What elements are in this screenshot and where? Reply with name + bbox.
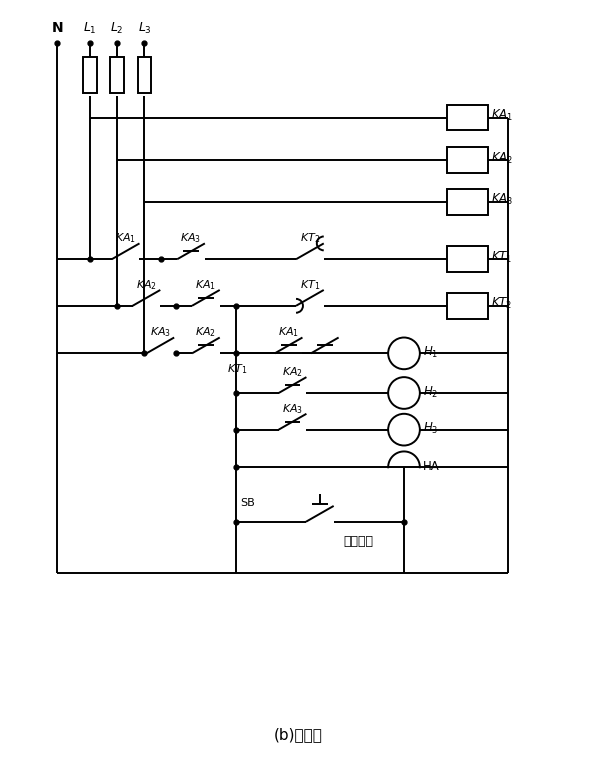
Text: $KA_1$: $KA_1$	[115, 231, 136, 245]
Text: $KA_1$: $KA_1$	[278, 325, 299, 339]
Text: $KT_1$: $KT_1$	[491, 250, 513, 265]
Text: $KT_1$: $KT_1$	[228, 362, 248, 376]
Bar	[110, 57, 123, 93]
Circle shape	[388, 338, 420, 369]
Circle shape	[388, 377, 420, 408]
Text: $H_3$: $H_3$	[423, 421, 438, 436]
Bar	[446, 105, 488, 130]
Text: $L_2$: $L_2$	[110, 21, 123, 36]
Text: $KT_1$: $KT_1$	[300, 278, 320, 292]
Text: $L_1$: $L_1$	[83, 21, 97, 36]
Bar	[446, 147, 488, 173]
Text: $KT_2$: $KT_2$	[300, 231, 320, 245]
Text: SB: SB	[241, 498, 255, 508]
Text: $L_3$: $L_3$	[138, 21, 151, 36]
Text: $KA_2$: $KA_2$	[136, 278, 157, 292]
Text: $KA_1$: $KA_1$	[491, 108, 513, 123]
Text: $KA_2$: $KA_2$	[491, 151, 513, 165]
Bar	[446, 246, 488, 272]
Text: (b)电路二: (b)电路二	[274, 728, 322, 742]
Text: 解除按钮: 解除按钮	[343, 535, 374, 548]
Bar	[446, 293, 488, 318]
Text: $KA_3$: $KA_3$	[282, 402, 303, 416]
Bar	[83, 57, 97, 93]
Bar	[138, 57, 151, 93]
Text: $H_2$: $H_2$	[423, 384, 438, 400]
Text: $KT_2$: $KT_2$	[491, 296, 513, 311]
Text: $H_1$: $H_1$	[423, 345, 438, 360]
Text: $KA_3$: $KA_3$	[491, 192, 514, 207]
Text: N: N	[51, 21, 63, 35]
Text: $KA_2$: $KA_2$	[195, 325, 216, 339]
Circle shape	[388, 414, 420, 445]
Text: $KA_1$: $KA_1$	[195, 278, 216, 292]
Text: HA: HA	[423, 459, 440, 473]
Text: $KA_3$: $KA_3$	[150, 325, 171, 339]
Text: $KA_2$: $KA_2$	[282, 365, 303, 379]
Text: $KA_3$: $KA_3$	[181, 231, 201, 245]
Bar	[446, 189, 488, 215]
